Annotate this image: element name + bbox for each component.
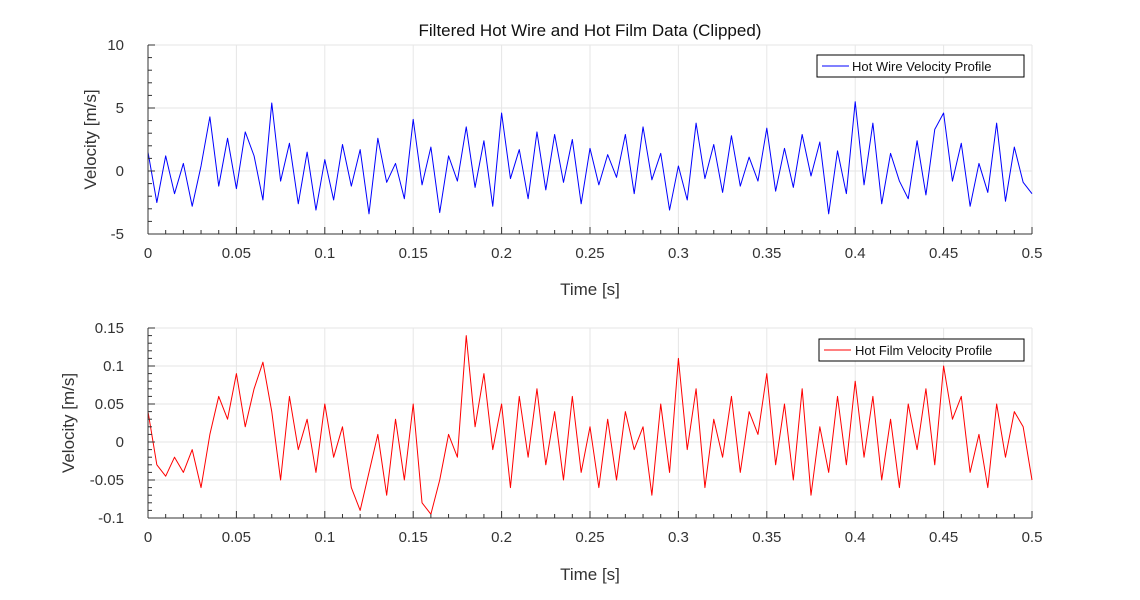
hot-wire-y-tick-label: 10 (107, 37, 124, 54)
hot-wire-x-tick-label: 0.1 (314, 245, 335, 262)
hot-film-series-line (147, 335, 1033, 515)
hot-wire-x-tick-label: 0.05 (222, 245, 251, 262)
hot-film-x-tick-label: 0.05 (222, 529, 251, 546)
hot-wire-x-tick-label: 0 (144, 245, 152, 262)
hot-wire-x-axis-label: Time [s] (560, 280, 620, 299)
hot-wire-series-line (147, 101, 1033, 215)
hot-film-y-tick-label: -0.1 (98, 510, 124, 527)
hot-wire-x-tick-label: 0.45 (929, 245, 958, 262)
hot-film-y-tick-label: 0.05 (95, 396, 124, 413)
hot-film-x-axis-label: Time [s] (560, 565, 620, 584)
hot-wire-x-tick-label: 0.25 (575, 245, 604, 262)
hot-film-x-tick-label: 0.5 (1022, 529, 1043, 546)
hot-wire-x-tick-label: 0.15 (399, 245, 428, 262)
hot-wire-legend: Hot Wire Velocity Profile (816, 54, 1025, 78)
hot-film-legend-label: Hot Film Velocity Profile (855, 343, 992, 358)
hot-wire-x-tick-label: 0.5 (1022, 245, 1043, 262)
hot-film-x-tick-label: 0.35 (752, 529, 781, 546)
hot-film-legend-box (818, 338, 1025, 362)
hot-film-x-tick-label: 0.45 (929, 529, 958, 546)
hot-film-x-tick-label: 0.1 (314, 529, 335, 546)
chart-title: Filtered Hot Wire and Hot Film Data (Cli… (419, 21, 762, 40)
hot-wire-panel: 0 0.05 0.1 0.15 0.2 0.25 0.3 0.35 0.4 0.45 0.5 -5 0 5… (81, 37, 1042, 299)
hot-wire-series-layer (147, 101, 1033, 215)
hot-film-x-tick-label: 0.15 (399, 529, 428, 546)
hot-film-x-tick-label: 0 (144, 529, 152, 546)
hot-film-y-tick-label: -0.05 (90, 472, 124, 489)
hot-film-x-tick-label: 0.25 (575, 529, 604, 546)
hot-wire-y-tick-label: 0 (116, 163, 124, 180)
hot-film-x-tick-label: 0.2 (491, 529, 512, 546)
hot-wire-ticks: 0 0.05 0.1 0.15 0.2 0.25 0.3 0.35 0.4 0.45 0.5 -5 0 5… (107, 37, 1042, 262)
hot-wire-x-tick-label: 0.4 (845, 245, 866, 262)
hot-film-y-axis-label: Velocity [m/s] (59, 373, 78, 473)
hot-film-ticks: 0 0.05 0.1 0.15 0.2 0.25 0.3 0.35 0.4 0.45 0.5 -0.1… (90, 320, 1043, 546)
hot-film-legend: Hot Film Velocity Profile (818, 338, 1025, 362)
hot-film-panel: 0 0.05 0.1 0.15 0.2 0.25 0.3 0.35 0.4 0.45 0.5 -0.1… (59, 320, 1042, 584)
hot-film-series-layer (147, 335, 1033, 515)
hot-wire-legend-label: Hot Wire Velocity Profile (852, 59, 991, 74)
hot-film-x-tick-label: 0.4 (845, 529, 866, 546)
hot-film-x-tick-label: 0.3 (668, 529, 689, 546)
hot-wire-x-tick-label: 0.2 (491, 245, 512, 262)
hot-wire-x-tick-label: 0.35 (752, 245, 781, 262)
hot-wire-y-axis-label: Velocity [m/s] (81, 89, 100, 189)
hot-film-y-tick-label: 0 (116, 434, 124, 451)
hot-wire-y-tick-label: 5 (116, 100, 124, 117)
hot-film-y-tick-label: 0.1 (103, 358, 124, 375)
hot-film-y-tick-label: 0.15 (95, 320, 124, 337)
hot-wire-legend-box (816, 54, 1025, 78)
hot-wire-y-tick-label: -5 (111, 226, 124, 243)
hot-wire-x-tick-label: 0.3 (668, 245, 689, 262)
